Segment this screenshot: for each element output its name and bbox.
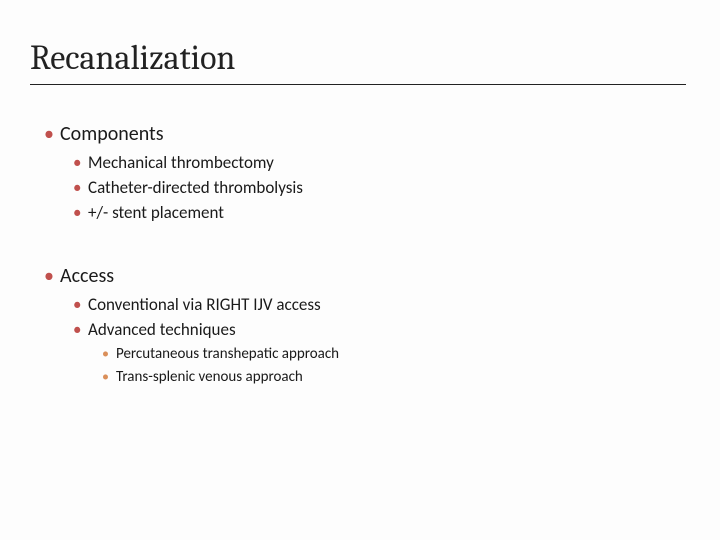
list-item: Advanced techniques — [88, 319, 690, 342]
slide-title: Recanalization — [30, 38, 686, 85]
content-list: Components Mechanical thrombectomy Cathe… — [30, 121, 690, 389]
list-item: Trans-splenic venous approach — [116, 367, 690, 389]
list-item: Percutaneous transhepatic approach — [116, 344, 690, 366]
section-access-heading: Access — [60, 263, 690, 290]
list-item: Conventional via RIGHT IJV access — [88, 294, 690, 317]
list-item: +/- stent placement — [88, 202, 690, 225]
list-item: Mechanical thrombectomy — [88, 152, 690, 175]
list-item: Catheter-directed thrombolysis — [88, 177, 690, 200]
slide: Recanalization Components Mechanical thr… — [0, 0, 720, 540]
section-components-heading: Components — [60, 121, 690, 148]
spacer — [30, 227, 690, 263]
